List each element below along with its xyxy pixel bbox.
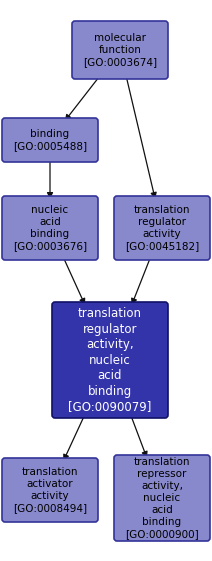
FancyBboxPatch shape	[2, 196, 98, 260]
Text: binding
[GO:0005488]: binding [GO:0005488]	[13, 129, 87, 151]
Text: translation
regulator
activity,
nucleic
acid
binding
[GO:0090079]: translation regulator activity, nucleic …	[68, 307, 152, 413]
Text: molecular
function
[GO:0003674]: molecular function [GO:0003674]	[83, 33, 157, 67]
FancyBboxPatch shape	[72, 21, 168, 79]
FancyBboxPatch shape	[2, 458, 98, 522]
Text: translation
repressor
activity,
nucleic
acid
binding
[GO:0000900]: translation repressor activity, nucleic …	[125, 457, 199, 539]
Text: nucleic
acid
binding
[GO:0003676]: nucleic acid binding [GO:0003676]	[13, 205, 87, 251]
FancyBboxPatch shape	[2, 118, 98, 162]
Text: translation
regulator
activity
[GO:0045182]: translation regulator activity [GO:00451…	[125, 205, 199, 251]
FancyBboxPatch shape	[114, 455, 210, 541]
FancyBboxPatch shape	[52, 302, 168, 418]
Text: translation
activator
activity
[GO:0008494]: translation activator activity [GO:00084…	[13, 467, 87, 513]
FancyBboxPatch shape	[114, 196, 210, 260]
